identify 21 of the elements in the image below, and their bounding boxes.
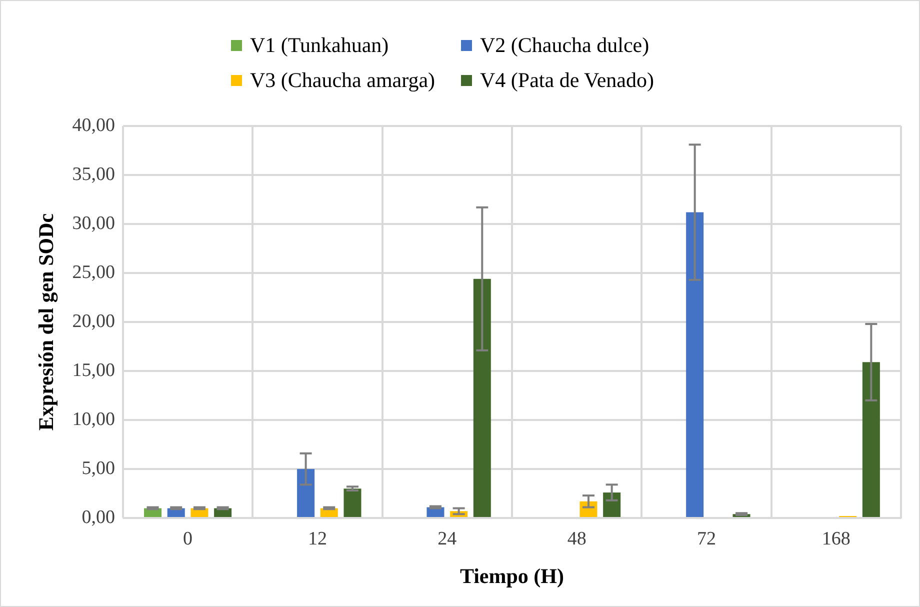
x-tick-label: 12	[308, 528, 327, 550]
legend-label: V3 (Chaucha amarga)	[250, 68, 436, 93]
y-tick-label: 30,00	[72, 212, 115, 234]
y-tick-label: 20,00	[72, 310, 115, 332]
legend-label: V2 (Chaucha dulce)	[480, 33, 650, 58]
x-tick-label: 48	[567, 528, 586, 550]
x-tick-label: 72	[696, 528, 716, 550]
y-axis-title: Expresión del gen SODc	[34, 213, 58, 431]
y-tick-label: 0,00	[82, 506, 115, 528]
y-tick-label: 5,00	[82, 458, 115, 479]
y-tick-label: 40,00	[72, 114, 115, 136]
x-tick-label: 24	[438, 528, 458, 550]
y-tick-label: 15,00	[72, 360, 115, 381]
legend-label: V4 (Pata de Venado)	[480, 68, 654, 93]
legend-label: V1 (Tunkahuan)	[250, 33, 389, 58]
x-tick-label: 168	[822, 528, 850, 550]
y-tick-label: 35,00	[72, 164, 115, 185]
x-tick-label: 0	[183, 528, 193, 550]
y-tick-label: 25,00	[72, 262, 115, 283]
x-axis-title: Tiempo (H)	[460, 564, 564, 588]
y-tick-label: 10,00	[72, 408, 115, 430]
